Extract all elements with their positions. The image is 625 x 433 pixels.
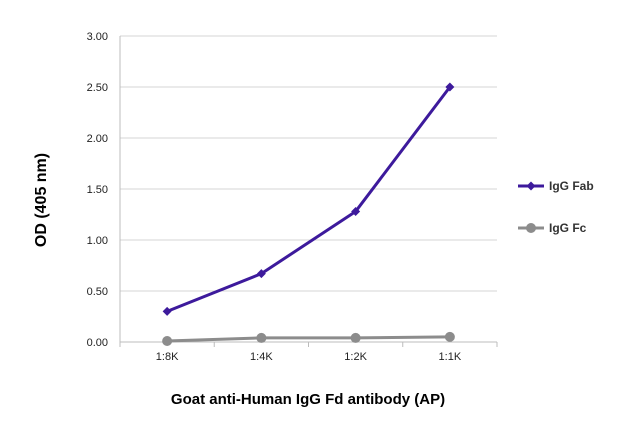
gridlines xyxy=(120,35,497,292)
data-point-igg-fc xyxy=(350,332,361,343)
series-layer xyxy=(162,82,455,346)
series-line-igg-fc xyxy=(167,335,450,343)
legend-label: IgG Fc xyxy=(549,221,587,235)
x-axis-title: Goat anti-Human IgG Fd antibody (AP) xyxy=(171,391,445,408)
legend-label: IgG Fab xyxy=(549,179,594,193)
series-igg-fc xyxy=(162,331,455,346)
y-tick-label: 0.50 xyxy=(87,286,108,298)
legend: IgG Fab IgG Fc xyxy=(518,179,594,235)
data-point-igg-fc xyxy=(162,335,173,346)
x-tick-label: 1:4K xyxy=(250,351,273,363)
y-axis-title: OD (405 nm) xyxy=(33,153,50,247)
data-point-igg-fab xyxy=(445,82,455,92)
data-point-igg-fab xyxy=(162,306,172,316)
series-igg-fab xyxy=(162,82,455,316)
legend-item-igg-fc: IgG Fc xyxy=(518,221,587,235)
y-tick-label: 2.00 xyxy=(87,133,108,145)
y-tick-label: 3.00 xyxy=(87,31,108,43)
legend-marker xyxy=(526,181,536,191)
data-point-igg-fc xyxy=(444,331,455,342)
axes: 0.00 0.50 1.00 1.50 2.00 2.50 3.00 1:8K 1:4K 1:2K… xyxy=(87,31,498,363)
data-point-igg-fab xyxy=(351,206,361,216)
x-tick-label: 1:1K xyxy=(439,351,462,363)
data-point-igg-fab xyxy=(256,269,266,279)
x-tick-label: 1:8K xyxy=(156,351,179,363)
y-tick-label: 1.50 xyxy=(87,184,108,196)
legend-item-igg-fab: IgG Fab xyxy=(518,179,594,193)
y-tick-label: 2.50 xyxy=(87,82,108,94)
y-tick-label: 1.00 xyxy=(87,235,108,247)
y-tick-label: 0.00 xyxy=(87,337,108,349)
series-line-igg-fab xyxy=(166,86,452,313)
data-point-igg-fc xyxy=(256,332,267,343)
legend-marker xyxy=(526,223,536,233)
x-tick-label: 1:2K xyxy=(344,351,367,363)
